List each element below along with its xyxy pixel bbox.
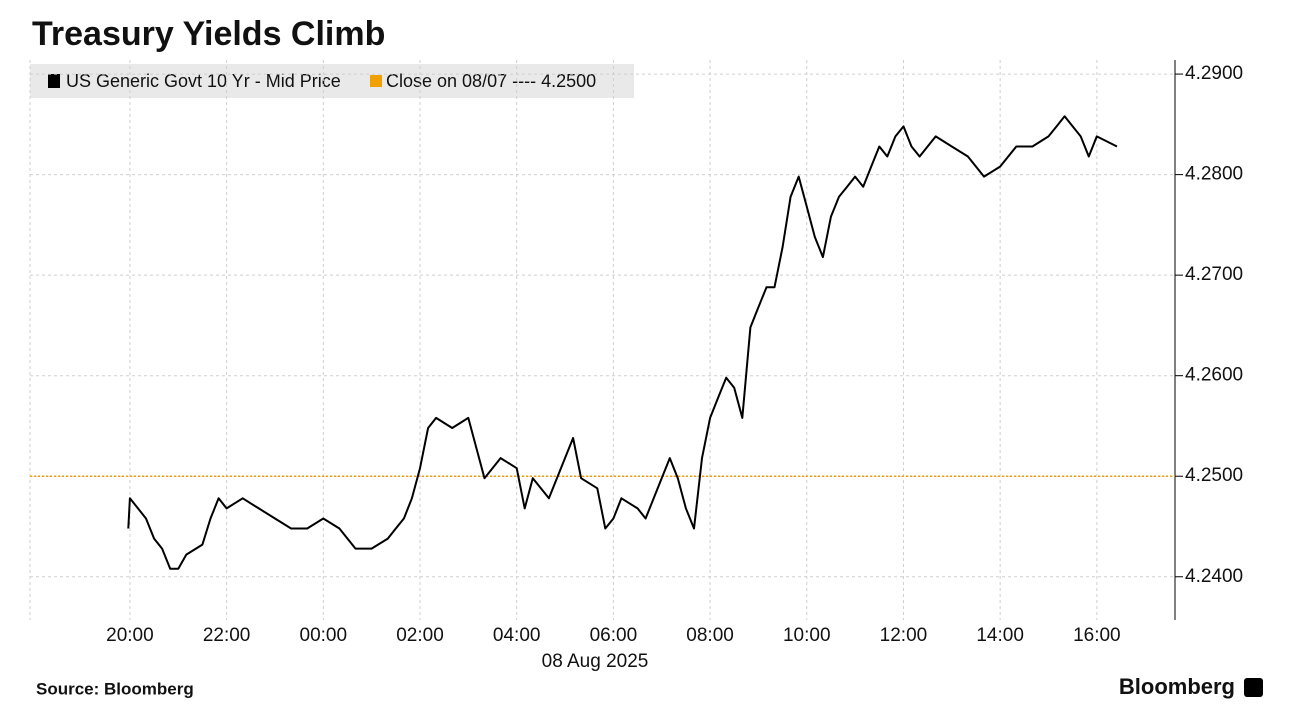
x-tick-label: 12:00 [880, 625, 928, 646]
y-tick-label: 4.2400 [1185, 566, 1243, 587]
legend-label: Close on 08/07 ---- 4.2500 [386, 71, 596, 91]
x-tick-label: 02:00 [396, 625, 444, 646]
legend-swatch [370, 75, 382, 87]
y-tick-label: 4.2900 [1185, 63, 1243, 84]
brand-icon [1244, 678, 1263, 697]
x-tick-label: 00:00 [300, 625, 348, 646]
chart-title: Treasury Yields Climb [32, 15, 385, 53]
brand: Bloomberg [1119, 674, 1235, 699]
source: Source: Bloomberg [36, 679, 194, 698]
series-line [127, 115, 1118, 570]
x-tick-label: 04:00 [493, 625, 541, 646]
y-tick-label: 4.2700 [1185, 264, 1243, 285]
legend-swatch [48, 74, 60, 88]
x-tick-label: 10:00 [783, 625, 831, 646]
x-tick-label: 20:00 [106, 625, 154, 646]
x-tick-label: 08:00 [686, 625, 734, 646]
x-tick-label: 16:00 [1073, 625, 1121, 646]
legend-box [30, 64, 634, 98]
y-tick-label: 4.2500 [1185, 465, 1243, 486]
x-tick-label: 22:00 [203, 625, 251, 646]
y-tick-label: 4.2800 [1185, 164, 1243, 185]
x-tick-label: 06:00 [590, 625, 638, 646]
legend-label: US Generic Govt 10 Yr - Mid Price [66, 71, 341, 91]
y-tick-label: 4.2600 [1185, 365, 1243, 386]
x-axis-sublabel: 08 Aug 2025 [542, 651, 649, 672]
x-tick-label: 14:00 [976, 625, 1024, 646]
